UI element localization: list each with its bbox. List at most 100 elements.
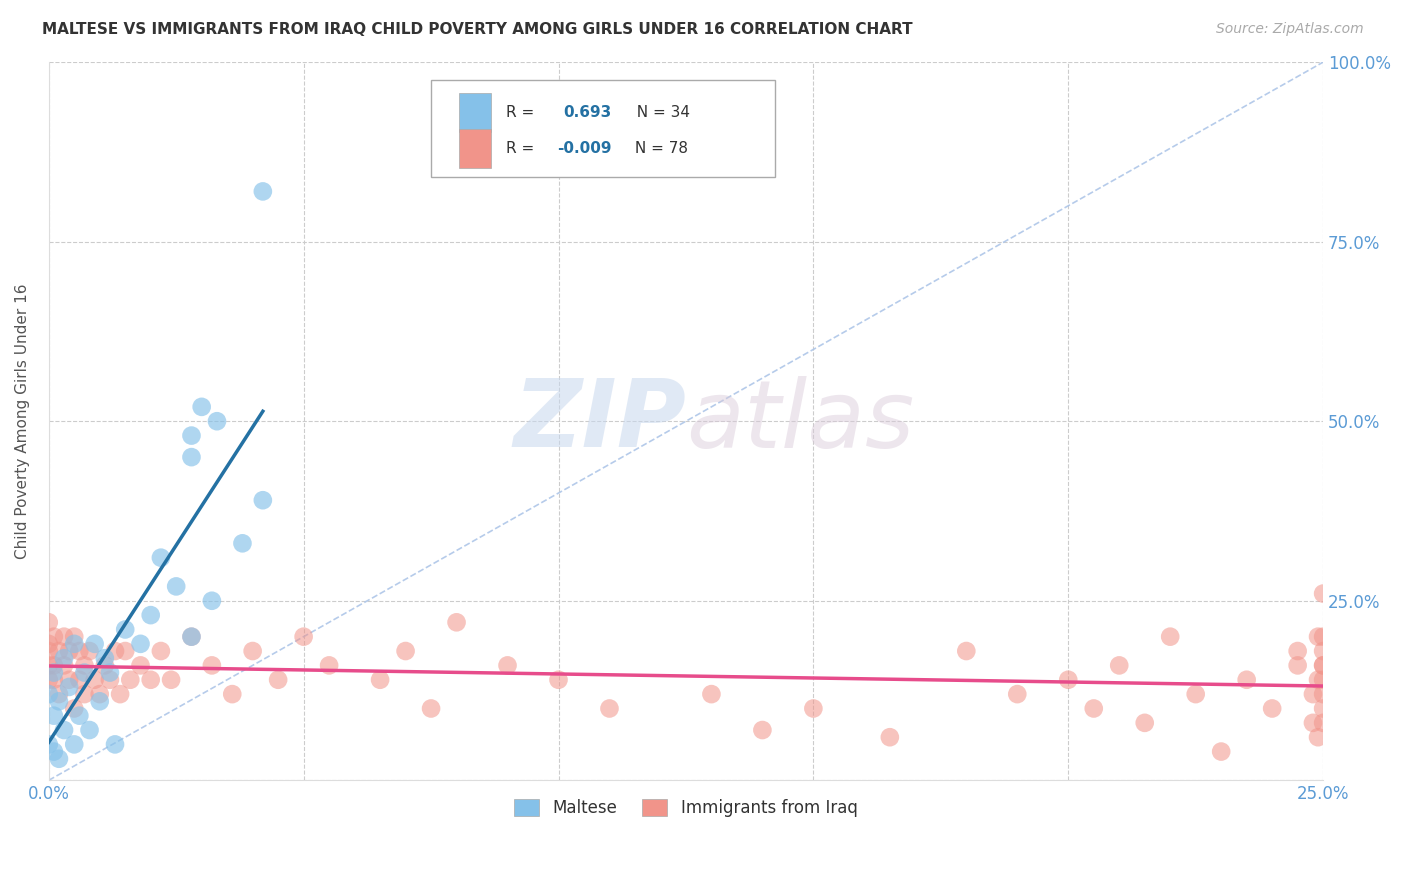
Point bbox=[42, 658, 65, 673]
Point bbox=[394, 644, 416, 658]
Point bbox=[201, 593, 224, 607]
Point bbox=[292, 630, 315, 644]
Point bbox=[98, 673, 121, 687]
Point bbox=[368, 673, 391, 687]
Point bbox=[252, 493, 274, 508]
Point bbox=[1312, 715, 1334, 730]
Point bbox=[1312, 701, 1334, 715]
Point bbox=[1236, 673, 1258, 687]
Point bbox=[38, 738, 60, 752]
Point bbox=[1306, 673, 1329, 687]
Text: ZIP: ZIP bbox=[513, 376, 686, 467]
Point bbox=[38, 615, 60, 630]
FancyBboxPatch shape bbox=[460, 128, 491, 168]
Point bbox=[89, 687, 111, 701]
Point bbox=[1286, 644, 1309, 658]
Point bbox=[58, 644, 80, 658]
Point bbox=[48, 687, 70, 701]
Point bbox=[48, 644, 70, 658]
Point bbox=[1133, 715, 1156, 730]
Text: atlas: atlas bbox=[686, 376, 914, 467]
FancyBboxPatch shape bbox=[432, 80, 775, 177]
Point bbox=[38, 673, 60, 687]
Point bbox=[48, 694, 70, 708]
Point bbox=[180, 630, 202, 644]
Point bbox=[1007, 687, 1029, 701]
Point bbox=[58, 673, 80, 687]
Y-axis label: Child Poverty Among Girls Under 16: Child Poverty Among Girls Under 16 bbox=[15, 284, 30, 559]
Legend: Maltese, Immigrants from Iraq: Maltese, Immigrants from Iraq bbox=[506, 791, 866, 826]
Point bbox=[446, 615, 468, 630]
Point bbox=[67, 644, 90, 658]
Point bbox=[180, 450, 202, 464]
Point bbox=[58, 680, 80, 694]
Point bbox=[318, 658, 340, 673]
Point bbox=[221, 687, 243, 701]
Point bbox=[1312, 586, 1334, 600]
Point bbox=[79, 644, 101, 658]
Point bbox=[38, 687, 60, 701]
Point bbox=[1159, 630, 1181, 644]
Point bbox=[104, 644, 127, 658]
Point bbox=[120, 673, 142, 687]
Point bbox=[1184, 687, 1206, 701]
Point bbox=[53, 658, 76, 673]
Point bbox=[1261, 701, 1284, 715]
Point bbox=[42, 630, 65, 644]
Point bbox=[547, 673, 569, 687]
Point bbox=[160, 673, 183, 687]
Point bbox=[803, 701, 825, 715]
Point bbox=[108, 687, 131, 701]
Point bbox=[83, 637, 105, 651]
Point bbox=[129, 658, 152, 673]
Point bbox=[63, 630, 86, 644]
Point bbox=[42, 745, 65, 759]
Point bbox=[73, 658, 96, 673]
Text: R =: R = bbox=[506, 141, 540, 156]
Point bbox=[1108, 658, 1130, 673]
Point bbox=[205, 414, 228, 428]
Point bbox=[129, 637, 152, 651]
Point bbox=[1306, 630, 1329, 644]
Point bbox=[53, 651, 76, 665]
Point bbox=[63, 738, 86, 752]
Point bbox=[180, 630, 202, 644]
Point bbox=[53, 723, 76, 737]
Point bbox=[114, 623, 136, 637]
Point bbox=[1302, 687, 1324, 701]
Point bbox=[38, 644, 60, 658]
Point bbox=[94, 658, 117, 673]
Point bbox=[139, 608, 162, 623]
Point bbox=[955, 644, 977, 658]
Text: N = 78: N = 78 bbox=[630, 141, 688, 156]
Point bbox=[1312, 687, 1334, 701]
Text: R =: R = bbox=[506, 105, 540, 120]
Text: N = 34: N = 34 bbox=[627, 105, 690, 120]
FancyBboxPatch shape bbox=[460, 93, 491, 132]
Point bbox=[1057, 673, 1080, 687]
Point bbox=[42, 665, 65, 680]
Point bbox=[79, 723, 101, 737]
Point bbox=[267, 673, 290, 687]
Point bbox=[149, 644, 172, 658]
Point bbox=[42, 708, 65, 723]
Point bbox=[63, 637, 86, 651]
Text: 0.693: 0.693 bbox=[564, 105, 612, 120]
Point bbox=[1312, 658, 1334, 673]
Point bbox=[252, 185, 274, 199]
Point bbox=[190, 400, 212, 414]
Point bbox=[104, 738, 127, 752]
Point bbox=[1312, 673, 1334, 687]
Point bbox=[38, 658, 60, 673]
Point bbox=[1302, 715, 1324, 730]
Point bbox=[1083, 701, 1105, 715]
Point bbox=[165, 579, 187, 593]
Point bbox=[598, 701, 620, 715]
Point bbox=[180, 428, 202, 442]
Point bbox=[67, 708, 90, 723]
Point bbox=[48, 752, 70, 766]
Point bbox=[1312, 644, 1334, 658]
Point bbox=[83, 673, 105, 687]
Text: Source: ZipAtlas.com: Source: ZipAtlas.com bbox=[1216, 22, 1364, 37]
Point bbox=[139, 673, 162, 687]
